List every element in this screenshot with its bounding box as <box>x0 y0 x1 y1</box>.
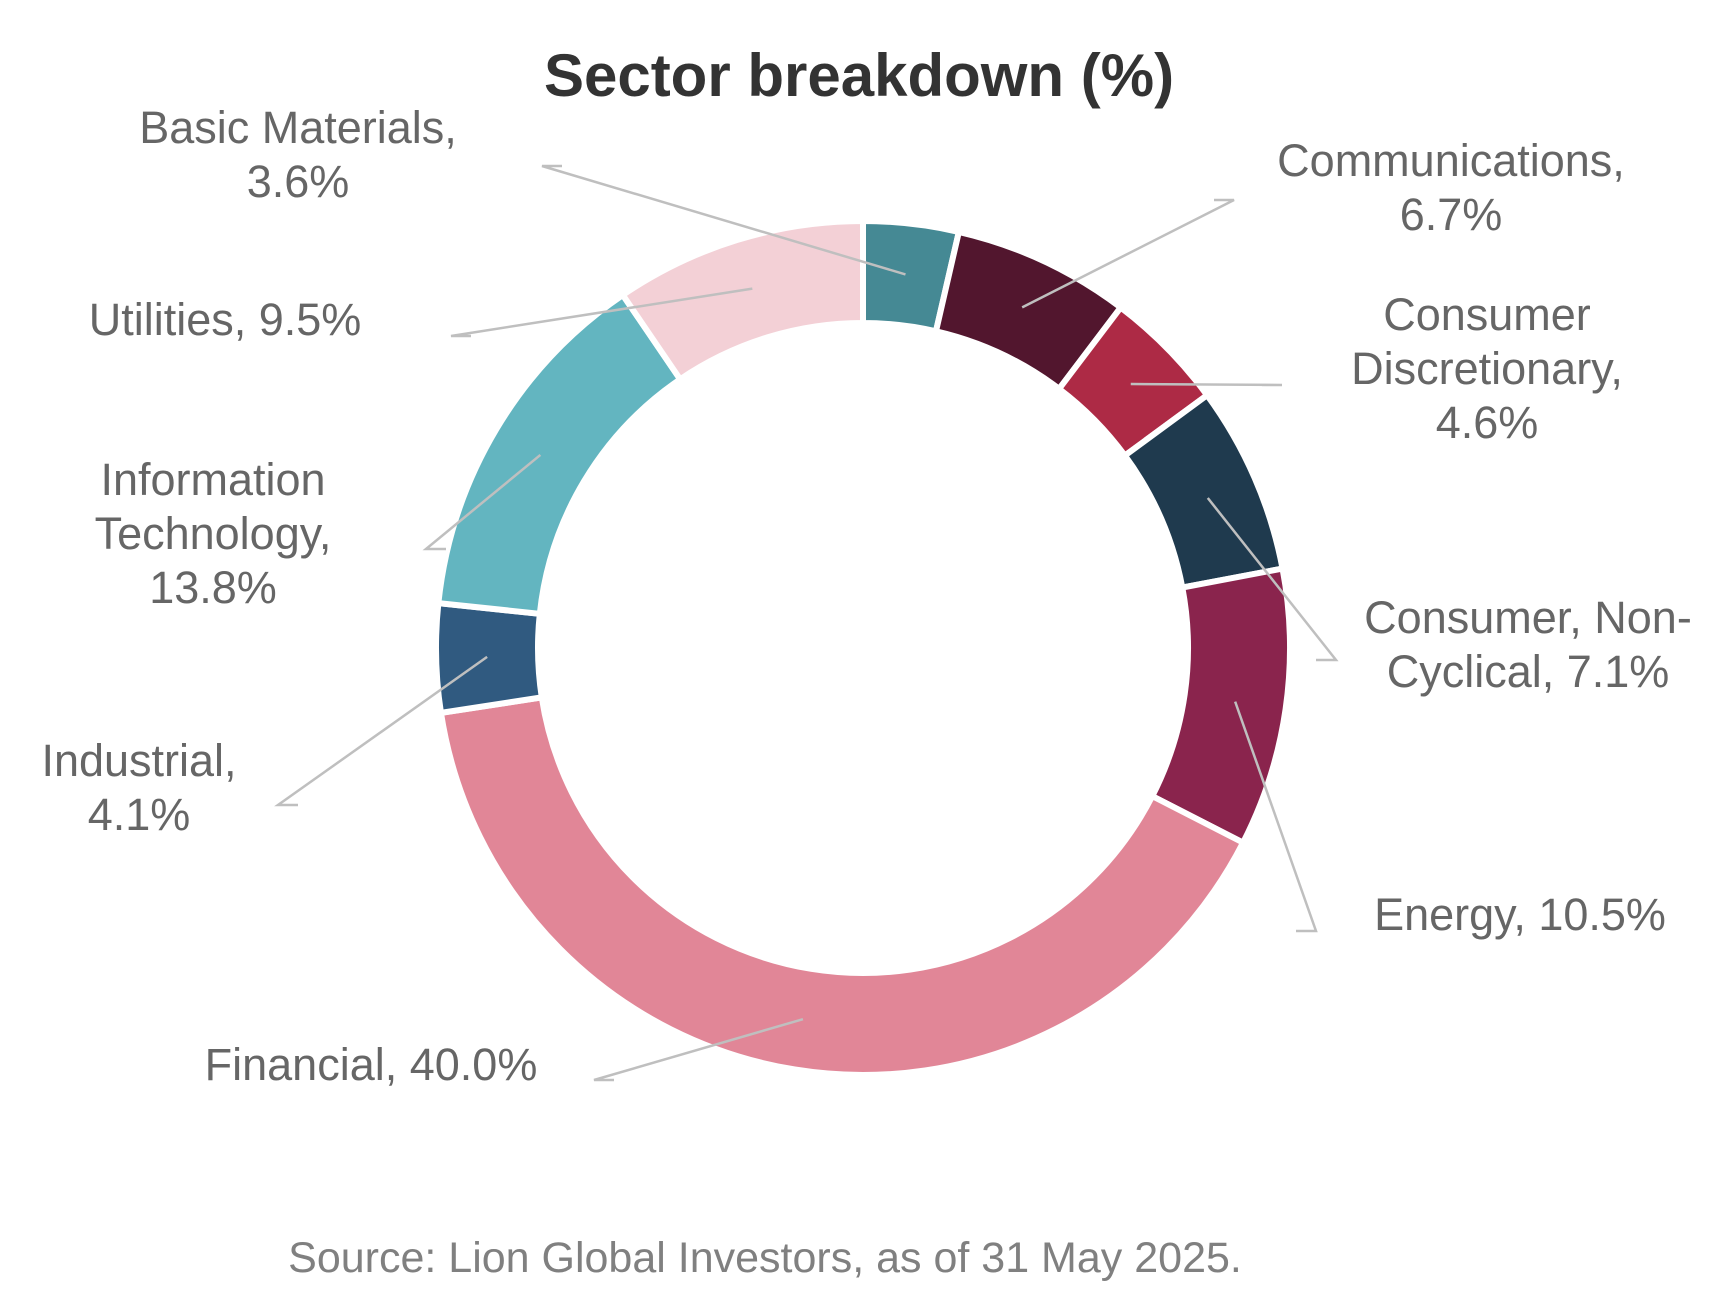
slice-industrial <box>433 599 546 717</box>
slice-label-industrial: Industrial, 4.1% <box>41 735 236 840</box>
chart-title: Sector breakdown (%) <box>544 42 1174 109</box>
leader-line-communications <box>1021 198 1235 309</box>
slice-label-energy: Energy, 10.5% <box>1374 889 1666 940</box>
slice-label-communications: Communications, 6.7% <box>1277 135 1625 240</box>
leader-line-utilities <box>450 287 753 338</box>
leader-line-basic-materials <box>541 164 906 276</box>
slice-label-utilities: Utilities, 9.5% <box>89 294 362 345</box>
slice-label-consumer-discretionary: Consumer Discretionary, 4.6% <box>1351 289 1623 448</box>
leader-line-financial <box>593 1017 804 1082</box>
slice-labels: Basic Materials, 3.6% Communications, 6.7% C… <box>41 102 1691 1090</box>
slice-label-consumer-non-cyclical: Consumer, Non-Cyclical, 7.1% <box>1364 592 1692 697</box>
leader-line-industrial <box>274 655 488 807</box>
slice-label-basic-materials: Basic Materials, 3.6% <box>139 102 457 207</box>
slice-label-information-technology: Information Technology, 13.8% <box>95 454 332 613</box>
slice-financial <box>437 693 1248 1078</box>
leader-line-consumer-discretionary <box>1130 382 1283 387</box>
leader-line-energy <box>1233 701 1318 933</box>
leader-line-consumer-non-cyclical <box>1206 497 1339 662</box>
donut-slices <box>433 217 1293 1078</box>
source-note: Source: Lion Global Investors, as of 31 … <box>288 1234 1242 1282</box>
leader-line-information-technology <box>422 453 542 551</box>
leader-lines <box>274 164 1339 1082</box>
slice-information-technology <box>435 290 685 618</box>
slice-label-financial: Financial, 40.0% <box>205 1039 538 1090</box>
slice-utilities <box>618 217 866 384</box>
